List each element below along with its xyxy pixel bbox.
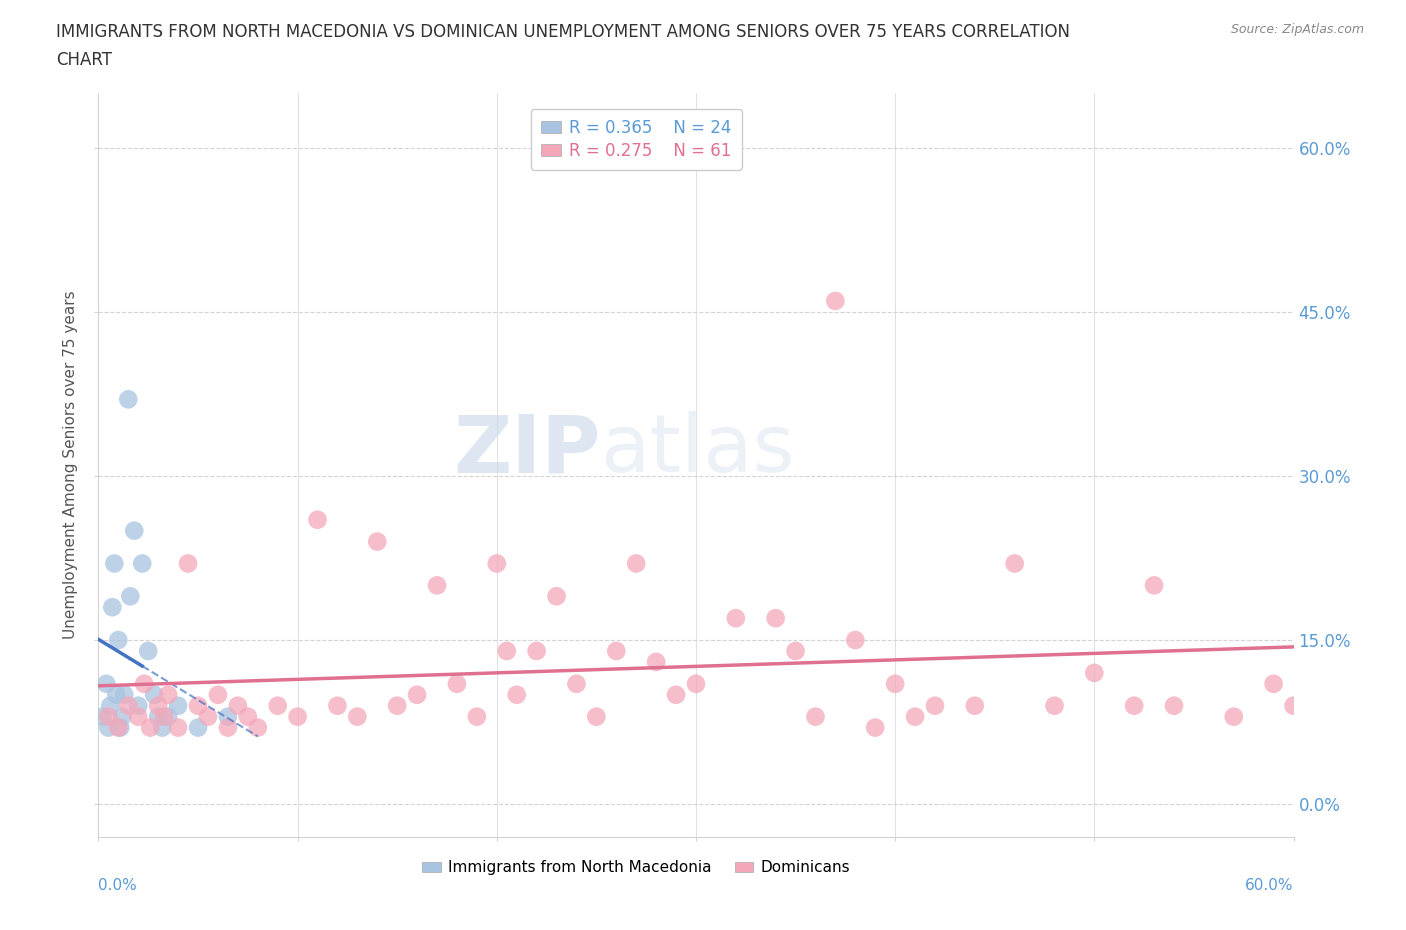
Point — [124, 524, 146, 538]
Point — [865, 720, 887, 735]
Point — [963, 698, 986, 713]
Point — [1123, 698, 1146, 713]
Point — [167, 720, 190, 735]
Text: ZIP: ZIP — [453, 411, 600, 489]
Legend: Immigrants from North Macedonia, Dominicans: Immigrants from North Macedonia, Dominic… — [416, 855, 856, 882]
Point — [267, 698, 290, 713]
Point — [326, 698, 349, 713]
Point — [91, 710, 114, 724]
Point — [1163, 698, 1185, 713]
Point — [546, 589, 568, 604]
Point — [207, 687, 229, 702]
Point — [884, 676, 907, 691]
Point — [134, 676, 156, 691]
Point — [307, 512, 329, 527]
Point — [197, 710, 219, 724]
Point — [187, 698, 209, 713]
Point — [107, 632, 129, 647]
Point — [150, 720, 173, 735]
Point — [1282, 698, 1305, 713]
Point — [385, 698, 409, 713]
Point — [103, 556, 125, 571]
Point — [110, 720, 132, 735]
Point — [136, 644, 159, 658]
Point — [824, 294, 846, 309]
Point — [1083, 666, 1105, 681]
Point — [426, 578, 449, 592]
Point — [665, 687, 688, 702]
Point — [96, 676, 118, 691]
Point — [1143, 578, 1166, 592]
Point — [287, 710, 309, 724]
Point — [98, 698, 122, 713]
Point — [446, 676, 468, 691]
Point — [143, 687, 166, 702]
Point — [97, 720, 120, 735]
Point — [485, 556, 508, 571]
Point — [645, 655, 668, 670]
Point — [105, 687, 128, 702]
Point — [148, 710, 170, 724]
Point — [685, 676, 707, 691]
Point — [366, 534, 388, 549]
Point — [844, 632, 866, 647]
Text: CHART: CHART — [56, 51, 112, 69]
Point — [97, 710, 120, 724]
Point — [153, 710, 176, 724]
Text: Source: ZipAtlas.com: Source: ZipAtlas.com — [1230, 23, 1364, 36]
Point — [120, 589, 142, 604]
Point — [406, 687, 429, 702]
Point — [107, 720, 129, 735]
Point — [1004, 556, 1026, 571]
Point — [139, 720, 162, 735]
Point — [157, 687, 180, 702]
Point — [626, 556, 648, 571]
Point — [246, 720, 269, 735]
Point — [127, 698, 149, 713]
Point — [101, 600, 124, 615]
Point — [131, 556, 153, 571]
Point — [724, 611, 747, 626]
Point — [111, 710, 134, 724]
Point — [217, 720, 239, 735]
Point — [565, 676, 588, 691]
Text: 60.0%: 60.0% — [1246, 878, 1294, 893]
Point — [226, 698, 249, 713]
Point — [804, 710, 827, 724]
Point — [112, 687, 135, 702]
Point — [167, 698, 190, 713]
Point — [217, 710, 239, 724]
Point — [495, 644, 517, 658]
Point — [526, 644, 548, 658]
Point — [157, 710, 180, 724]
Point — [924, 698, 946, 713]
Point — [506, 687, 529, 702]
Point — [585, 710, 607, 724]
Point — [904, 710, 927, 724]
Point — [236, 710, 259, 724]
Y-axis label: Unemployment Among Seniors over 75 years: Unemployment Among Seniors over 75 years — [63, 291, 79, 639]
Point — [765, 611, 787, 626]
Point — [465, 710, 488, 724]
Point — [605, 644, 627, 658]
Point — [1043, 698, 1066, 713]
Point — [785, 644, 807, 658]
Point — [1263, 676, 1285, 691]
Text: 0.0%: 0.0% — [98, 878, 138, 893]
Point — [117, 698, 139, 713]
Point — [127, 710, 149, 724]
Point — [148, 698, 170, 713]
Point — [1223, 710, 1246, 724]
Text: atlas: atlas — [600, 411, 794, 489]
Point — [346, 710, 368, 724]
Point — [177, 556, 200, 571]
Point — [117, 392, 139, 406]
Point — [187, 720, 209, 735]
Text: IMMIGRANTS FROM NORTH MACEDONIA VS DOMINICAN UNEMPLOYMENT AMONG SENIORS OVER 75 : IMMIGRANTS FROM NORTH MACEDONIA VS DOMIN… — [56, 23, 1070, 41]
